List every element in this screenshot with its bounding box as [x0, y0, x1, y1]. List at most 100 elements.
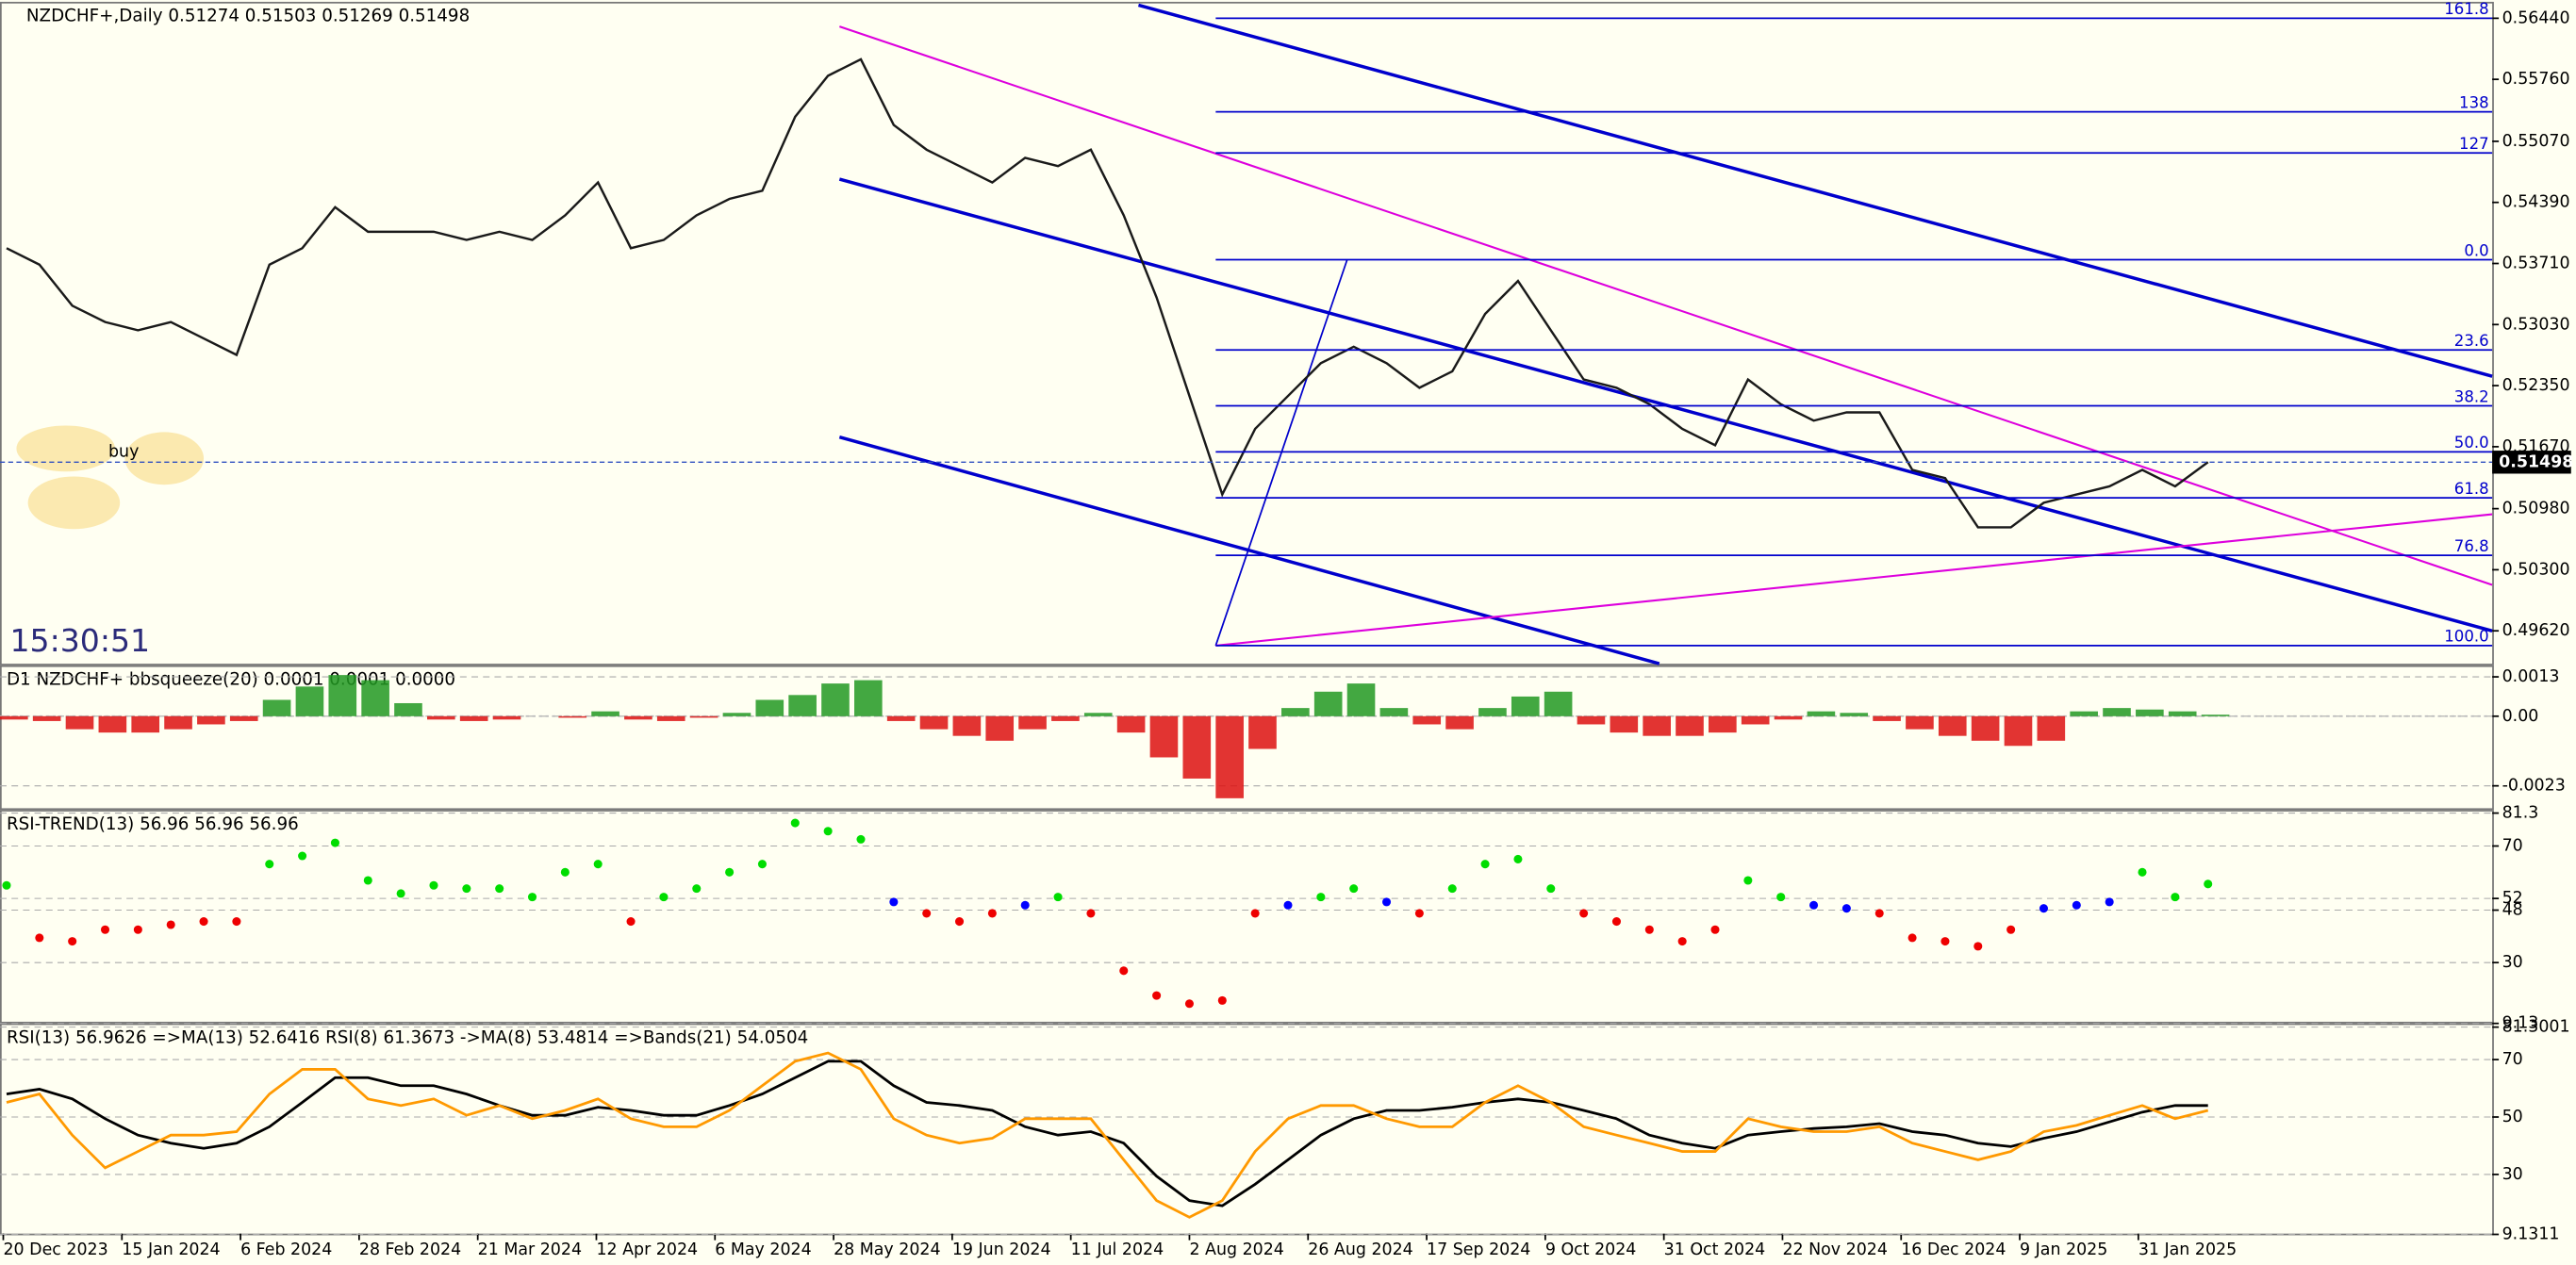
x-tick-label: 19 Jun 2024 [952, 1240, 1051, 1259]
trend-dot [1907, 933, 1917, 943]
histogram-bar [591, 711, 619, 716]
y-tick-label: 0.49620 [2502, 621, 2570, 640]
x-tick-label: 6 Feb 2024 [240, 1240, 332, 1259]
fib-label: 161.8 [2444, 0, 2488, 18]
trend-dot [1874, 909, 1884, 918]
histogram-bar [1018, 715, 1047, 730]
y-tick-label: 70 [2502, 1050, 2523, 1069]
histogram-bar [919, 715, 949, 730]
trend-dot [232, 917, 241, 927]
histogram-bar [1215, 715, 1244, 798]
series-line [6, 1051, 2209, 1219]
fib-label: 0.0 [2464, 241, 2488, 259]
histogram-bar [197, 715, 225, 725]
trend-dot [527, 893, 537, 902]
clock: 15:30:51 [9, 622, 150, 659]
x-tick-label: 26 Aug 2024 [1308, 1240, 1413, 1259]
histogram-bar [1807, 711, 1836, 716]
histogram-bar [558, 715, 587, 718]
panel-title: RSI-TREND(13) 56.96 56.96 56.96 [7, 814, 299, 834]
y-tick-label: -0.0023 [2502, 777, 2566, 796]
trend-dot [199, 917, 208, 927]
histogram-bar [1840, 713, 1869, 716]
histogram-bar [1412, 715, 1442, 725]
trend-dot [1020, 900, 1030, 910]
buy-blob [16, 425, 115, 472]
trend-dot [757, 860, 767, 869]
buy-blob [27, 476, 121, 530]
y-tick-label: 0.54390 [2502, 193, 2570, 212]
trend-dot [560, 867, 570, 877]
y-tick-label: 0.56440 [2502, 8, 2570, 27]
trend-dot [1447, 884, 1457, 894]
histogram-bar [1577, 715, 1606, 725]
trend-dot [462, 884, 471, 894]
x-tick-label: 17 Sep 2024 [1427, 1240, 1530, 1259]
y-tick-label: 81.3001 [2502, 1018, 2570, 1037]
trend-dot [1283, 900, 1293, 910]
panel-title: RSI(13) 56.9626 =>MA(13) 52.6416 RSI(8) … [7, 1027, 808, 1047]
trend-dot [1677, 937, 1687, 946]
histogram-bar [131, 715, 160, 733]
trend-dot [330, 838, 339, 847]
histogram-bar [2004, 715, 2033, 747]
histogram-bar [98, 715, 127, 733]
trend-dot [1940, 937, 1950, 946]
trend-dot [659, 893, 669, 902]
trend-dot [1546, 884, 1556, 894]
y-tick-label: 30 [2502, 953, 2523, 972]
histogram-bar [262, 699, 291, 716]
histogram-bar [361, 680, 389, 716]
fib-label: 127 [2459, 135, 2489, 153]
trend-dot [2006, 925, 2016, 934]
trend-line [1214, 259, 1348, 647]
histogram-bar [1741, 715, 1770, 725]
y-tick-label: 48 [2502, 901, 2523, 920]
trend-dot [133, 925, 142, 934]
trend-dot [166, 920, 175, 929]
histogram-bar [1051, 715, 1080, 721]
trend-dot [1217, 995, 1227, 1005]
trend-dot [790, 818, 800, 828]
y-tick-label: 50 [2502, 1108, 2523, 1126]
histogram-bar [722, 713, 751, 716]
y-tick-label: 0.52350 [2502, 376, 2570, 395]
y-tick-label: 0.00 [2502, 707, 2539, 726]
price-tag-label: 0.51498 [2499, 452, 2573, 471]
rsi-trend-panel-frame [0, 810, 2494, 1024]
buy-blob [124, 432, 205, 485]
histogram-bar [854, 680, 883, 716]
trend-dot [1382, 897, 1392, 907]
histogram-bar [755, 699, 784, 716]
trend-dot [1973, 942, 1983, 951]
x-tick-label: 9 Jan 2025 [2020, 1240, 2107, 1259]
trend-dot [2, 880, 11, 890]
trend-dot [1841, 904, 1851, 913]
trend-dot [2138, 867, 2147, 877]
histogram-bar [459, 715, 488, 721]
trend-dot [1086, 909, 1096, 918]
x-tick-label: 12 Apr 2024 [596, 1240, 698, 1259]
y-tick-label: 0.0013 [2502, 667, 2560, 686]
histogram-bar [1938, 715, 1967, 736]
x-tick-label: 28 May 2024 [834, 1240, 940, 1259]
histogram-bar [2201, 715, 2230, 716]
histogram-bar [1445, 715, 1474, 730]
x-tick-label: 31 Jan 2025 [2138, 1240, 2237, 1259]
bbsqueeze-panel-frame [0, 665, 2494, 811]
y-tick-label: 0.55070 [2502, 132, 2570, 151]
histogram-bar [1709, 715, 1737, 733]
trend-dot [955, 917, 965, 927]
fib-label: 38.2 [2454, 387, 2489, 405]
trend-dot [1152, 991, 1162, 1000]
y-tick-label: 52 [2502, 889, 2523, 908]
trend-dot [2039, 904, 2049, 913]
y-tick-label: 9.13 [2502, 1014, 2539, 1033]
panel-title: NZDCHF+,Daily 0.51274 0.51503 0.51269 0.… [26, 7, 470, 26]
histogram-bar [1676, 715, 1704, 736]
histogram-bar [1906, 715, 1934, 730]
histogram-bar [164, 715, 192, 730]
trend-dot [823, 827, 833, 836]
